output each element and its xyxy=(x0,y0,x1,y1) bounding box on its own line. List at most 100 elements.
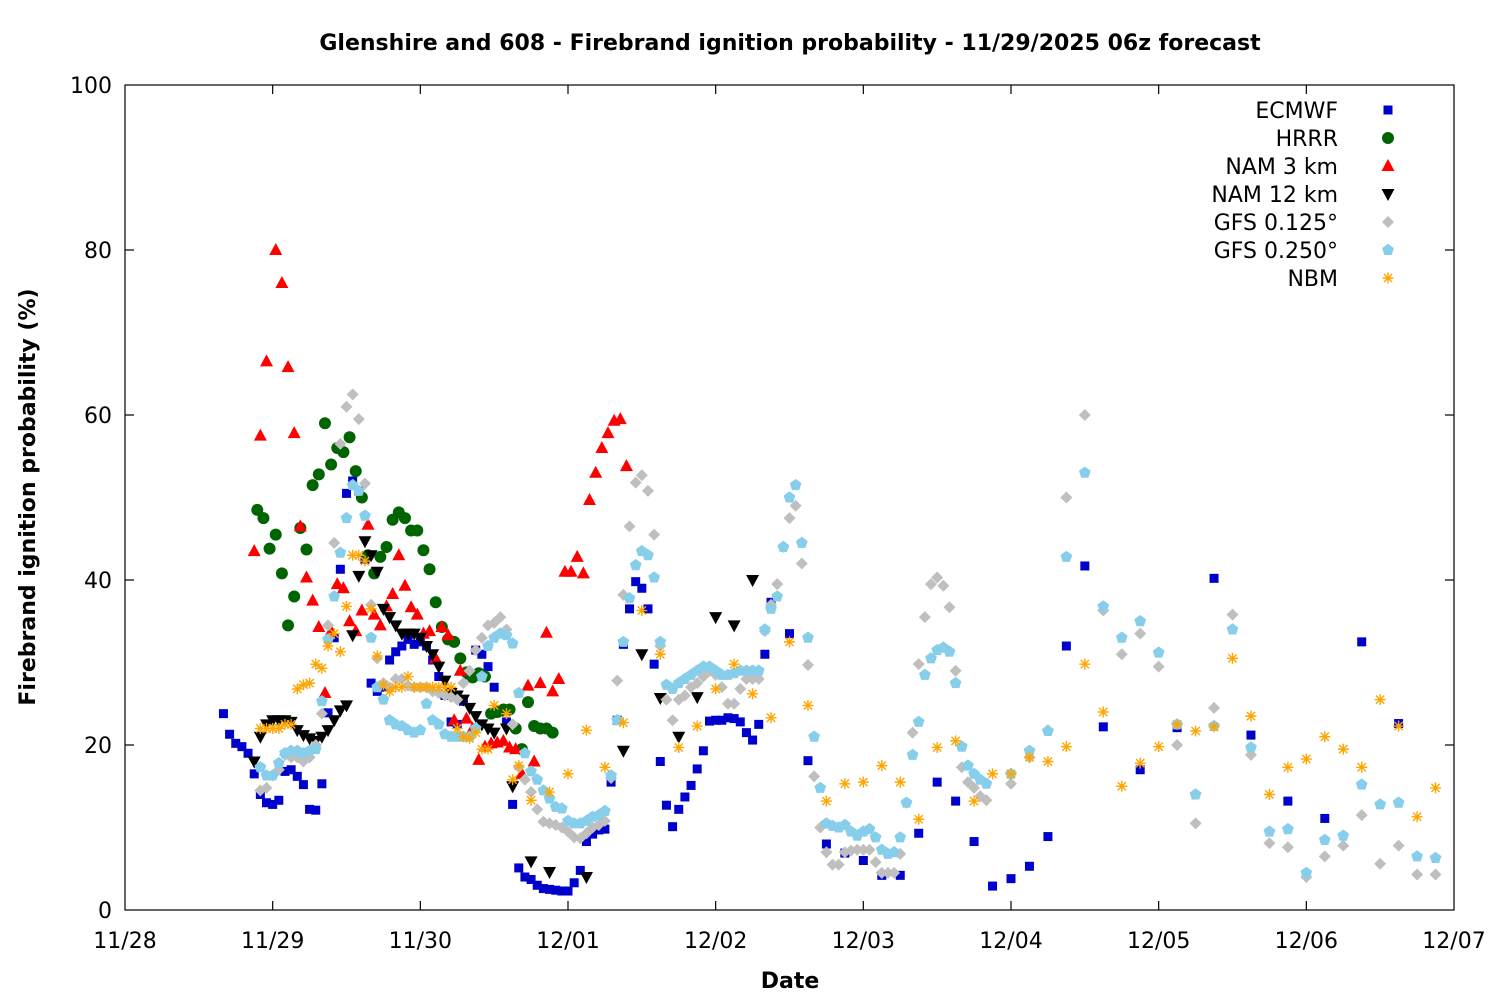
data-point-gfs-0-125 xyxy=(506,718,519,731)
data-point-nbm xyxy=(913,813,925,825)
data-point-gfs-0-125 xyxy=(832,858,845,871)
data-point-gfs-0-125 xyxy=(1337,839,1350,852)
data-point-ecmwf xyxy=(969,837,979,847)
data-point-nam-3-km xyxy=(367,607,381,620)
data-point-gfs-0-125 xyxy=(912,658,925,671)
legend-label-nbm: NBM xyxy=(1287,267,1338,292)
data-point-hrrr xyxy=(263,542,276,555)
data-point-nbm xyxy=(310,658,322,670)
data-point-nam-12-km xyxy=(253,731,267,744)
data-point-gfs-0-250 xyxy=(316,695,328,707)
data-point-gfs-0-250 xyxy=(1115,631,1128,643)
data-point-nam-3-km xyxy=(521,678,535,691)
x-tick-label: 12/01 xyxy=(536,929,599,954)
data-point-hrrr xyxy=(349,465,362,478)
data-point-ecmwf xyxy=(951,796,961,806)
data-point-nam-3-km xyxy=(312,620,326,633)
data-point-nbm xyxy=(1079,658,1091,670)
data-point-nam-3-km xyxy=(546,684,560,697)
data-point-nbm xyxy=(987,768,999,780)
data-point-nbm xyxy=(365,603,377,615)
data-point-gfs-0-125 xyxy=(980,794,993,807)
data-point-ecmwf xyxy=(686,780,696,790)
data-point-nam-12-km xyxy=(346,630,360,643)
data-point-nam-12-km xyxy=(524,856,538,869)
data-point-nam-3-km xyxy=(589,465,603,478)
data-point-gfs-0-250 xyxy=(752,664,765,676)
data-point-nam-12-km xyxy=(426,649,440,662)
data-point-nbm xyxy=(267,723,279,734)
data-point-gfs-0-125 xyxy=(358,477,371,490)
data-point-gfs-0-250 xyxy=(1134,615,1147,627)
data-point-gfs-0-125 xyxy=(857,843,870,856)
data-point-gfs-0-125 xyxy=(334,437,347,450)
data-point-hrrr xyxy=(269,528,282,541)
data-point-hrrr xyxy=(318,417,331,430)
data-point-gfs-0-250 xyxy=(808,730,820,742)
data-point-gfs-0-250 xyxy=(500,629,513,641)
data-point-gfs-0-250 xyxy=(906,748,919,760)
data-point-nbm xyxy=(765,712,777,724)
data-point-ecmwf xyxy=(1320,813,1330,823)
data-point-ecmwf xyxy=(243,748,253,758)
data-point-ecmwf xyxy=(803,756,813,766)
data-point-nbm xyxy=(1153,741,1165,753)
data-point-ecmwf xyxy=(1209,573,1219,583)
data-point-gfs-0-125 xyxy=(623,520,636,533)
data-point-nam-12-km xyxy=(321,725,335,738)
data-point-ecmwf xyxy=(711,715,721,725)
data-point-gfs-0-250 xyxy=(1023,744,1036,756)
data-point-gfs-0-125 xyxy=(931,571,944,584)
data-point-nbm xyxy=(420,681,432,693)
data-point-ecmwf xyxy=(1135,765,1145,775)
data-point-nam-3-km xyxy=(361,517,375,530)
legend-label-ecmwf: ECMWF xyxy=(1255,99,1338,124)
data-point-gfs-0-250 xyxy=(525,765,537,777)
data-point-nam-12-km xyxy=(635,649,649,662)
data-point-gfs-0-125 xyxy=(1411,868,1424,881)
data-point-ecmwf xyxy=(274,795,284,805)
data-point-ecmwf xyxy=(637,583,647,593)
data-point-gfs-0-125 xyxy=(734,682,747,695)
data-point-gfs-0-125 xyxy=(1189,817,1202,830)
data-point-ecmwf xyxy=(268,799,278,809)
chart-title: Glenshire and 608 - Firebrand ignition p… xyxy=(319,31,1261,56)
data-point-nam-12-km xyxy=(709,612,723,625)
data-point-gfs-0-250 xyxy=(771,590,784,602)
data-point-nbm xyxy=(968,795,980,807)
data-point-ecmwf xyxy=(988,881,998,891)
data-point-gfs-0-125 xyxy=(715,681,728,694)
data-point-nam-3-km xyxy=(253,428,267,441)
data-point-gfs-0-125 xyxy=(721,697,734,710)
data-point-gfs-0-125 xyxy=(906,726,919,739)
data-point-nam-3-km xyxy=(410,607,424,620)
data-point-ecmwf xyxy=(1246,730,1256,740)
data-point-nbm xyxy=(500,708,512,720)
data-point-nbm xyxy=(427,681,439,693)
data-point-gfs-0-125 xyxy=(525,786,538,799)
data-point-nbm xyxy=(371,650,383,662)
data-point-nbm xyxy=(464,732,476,744)
data-point-nbm xyxy=(433,681,445,693)
data-point-gfs-0-250 xyxy=(1355,778,1368,790)
data-point-nam-3-km xyxy=(392,548,406,561)
data-point-ecmwf xyxy=(631,577,641,587)
data-point-nam-12-km xyxy=(475,719,489,732)
data-point-nbm xyxy=(1282,761,1294,773)
data-point-nam-12-km xyxy=(481,723,495,736)
data-point-gfs-0-125 xyxy=(875,866,888,879)
data-point-nbm xyxy=(359,555,371,567)
data-point-nbm xyxy=(673,741,685,753)
data-point-gfs-0-125 xyxy=(1355,809,1368,822)
data-point-gfs-0-125 xyxy=(801,658,814,671)
data-point-ecmwf xyxy=(1080,561,1090,571)
data-point-nbm xyxy=(414,681,426,693)
data-point-gfs-0-250 xyxy=(980,777,993,789)
data-point-nbm xyxy=(341,600,352,612)
data-point-nbm xyxy=(1245,710,1257,722)
data-point-gfs-0-250 xyxy=(531,773,544,785)
data-point-ecmwf xyxy=(489,682,499,692)
data-point-gfs-0-250 xyxy=(1226,623,1239,635)
data-point-gfs-0-125 xyxy=(660,693,673,706)
data-point-gfs-0-250 xyxy=(359,509,371,521)
